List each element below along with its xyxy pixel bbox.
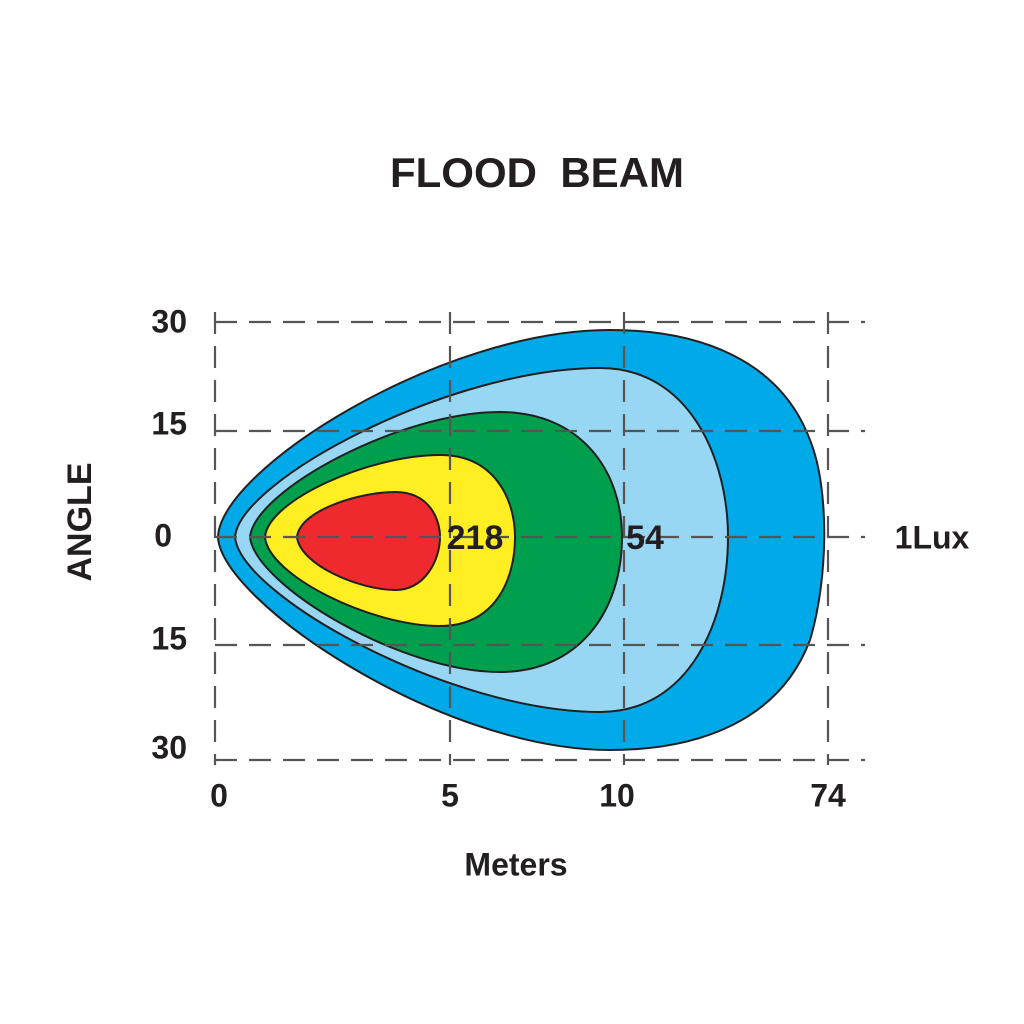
y-tick-label: 30 xyxy=(151,303,187,339)
y-tick-label: 15 xyxy=(151,620,187,656)
title: FLOOD BEAM xyxy=(390,149,684,196)
grid xyxy=(213,312,865,765)
y-tick-label: 0 xyxy=(154,517,172,553)
zone-label: 218 xyxy=(447,519,504,557)
y-tick-label: 30 xyxy=(151,729,187,765)
x-tick-label: 0 xyxy=(210,777,228,813)
x-tick-label: 10 xyxy=(599,777,635,813)
x-tick-label: 74 xyxy=(810,777,846,813)
zone-label: 1Lux xyxy=(895,519,970,555)
y-axis-label: ANGLE xyxy=(61,463,99,582)
zone-label: 54 xyxy=(626,519,664,557)
x-tick-label: 5 xyxy=(441,777,459,813)
x-axis-label: Meters xyxy=(464,846,567,882)
y-tick-label: 15 xyxy=(151,405,187,441)
